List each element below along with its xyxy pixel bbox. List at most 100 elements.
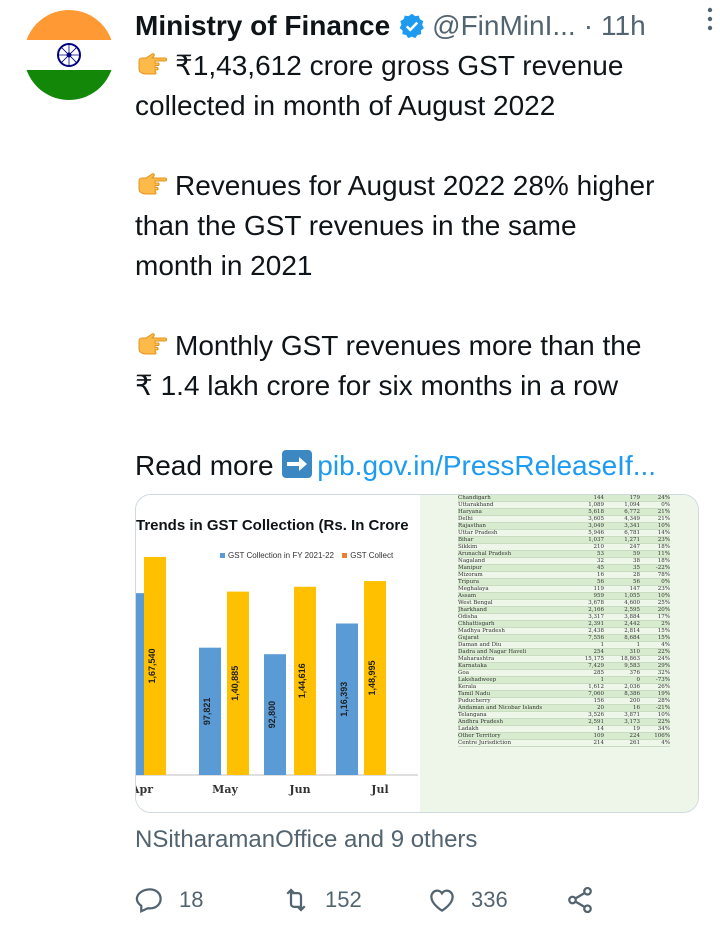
avatar[interactable] <box>24 10 114 100</box>
table-cell-value: 1,271 <box>624 537 640 543</box>
table-cell-value: 16 <box>633 705 640 711</box>
table-cell-value: 156 <box>593 698 605 704</box>
table-cell-value: 78% <box>657 572 670 578</box>
table-cell-value: 3,884 <box>624 614 640 620</box>
table-cell-value: 17% <box>657 614 670 620</box>
table-row: Assam 959 1,055 10% <box>458 593 670 600</box>
category-label: May <box>212 783 238 796</box>
table-cell-state: Odisha <box>458 614 478 620</box>
table-cell-state: Centre Jurisdiction <box>458 740 511 746</box>
retweet-button[interactable]: 152 <box>281 878 362 922</box>
table-row: Odisha 3,317 3,884 17% <box>458 614 670 621</box>
table-cell-value: 4,349 <box>624 516 640 522</box>
table-cell-value: 3,341 <box>624 523 640 529</box>
table-cell-value: 6,772 <box>624 509 640 515</box>
table-cell-value: 7,429 <box>588 663 604 669</box>
reply-button[interactable]: 18 <box>135 878 203 922</box>
bar-fy2122-jul <box>336 623 358 775</box>
table-cell-value: 32% <box>657 670 670 676</box>
share-button[interactable] <box>565 878 595 922</box>
table-cell-state: Andaman and Nicobar Islands <box>458 705 543 711</box>
table-cell-value: 9,583 <box>624 663 640 669</box>
table-cell-value: 2,166 <box>588 607 604 613</box>
table-cell-value: 56 <box>597 579 604 585</box>
media-attachment[interactable]: Trends in GST Collection (Rs. In Crore G… <box>135 494 699 813</box>
tweet-text: ₹1,43,612 crore gross GST revenue collec… <box>135 46 705 486</box>
table-row: Puducherry 156 200 28% <box>458 698 670 705</box>
table-cell-value: 26% <box>657 684 670 690</box>
table-cell-value: 119 <box>593 586 605 592</box>
tweet-line: collected in month of August 2022 <box>135 90 556 121</box>
table-cell-value: 3,871 <box>624 712 640 718</box>
liked-by-text[interactable]: NSitharamanOffice and 9 others <box>135 826 478 853</box>
read-more-label: Read more <box>135 450 274 481</box>
media-image-table[interactable]: Chandigarh 144 179 24% Uttarakhand 1,089 1,094… <box>420 495 698 812</box>
bar-data-label: 1,48,995 <box>367 661 377 696</box>
author-name[interactable]: Ministry of Finance <box>135 10 391 41</box>
table-cell-value: 23% <box>657 586 670 592</box>
table-row: Sikkim 210 247 18% <box>458 544 670 551</box>
table-cell-value: 2,442 <box>624 621 640 627</box>
reply-count: 18 <box>179 887 204 912</box>
table-cell-value: 224 <box>629 733 641 739</box>
table-cell-state: West Bengal <box>458 600 493 606</box>
like-button[interactable]: 336 <box>427 878 508 922</box>
bar-fy2223-may <box>227 591 249 775</box>
table-cell-state: Andhra Pradesh <box>458 719 503 725</box>
media-image-chart[interactable]: Trends in GST Collection (Rs. In Crore G… <box>136 495 418 812</box>
table-cell-value: 6,781 <box>624 530 640 536</box>
tweet-actions: 18 152 336 <box>135 878 695 922</box>
table-cell-value: -73% <box>655 677 670 683</box>
table-cell-state: Maharashtra <box>458 656 495 662</box>
table-cell-value: 14% <box>657 530 670 536</box>
table-cell-value: 144 <box>593 495 605 501</box>
table-cell-state: Rajasthan <box>458 523 486 529</box>
bar-fy2223-jun <box>294 586 316 775</box>
table-row: Other Territory 109 224 106% <box>458 733 670 740</box>
table-cell-value: 3,317 <box>588 614 604 620</box>
tweet-line: ₹ 1.4 lakh crore for six months in a row <box>135 370 619 401</box>
table-cell-value: 25% <box>657 600 670 606</box>
bar-data-label: 97,821 <box>202 698 212 726</box>
table-cell-value: 23% <box>657 537 670 543</box>
table-cell-state: Goa <box>458 670 469 676</box>
table-cell-value: 20 <box>597 705 604 711</box>
table-cell-value: 254 <box>593 649 605 655</box>
table-cell-value: 247 <box>629 544 641 550</box>
table-cell-value: 15% <box>657 628 670 634</box>
table-row: Centre Jurisdiction 214 261 4% <box>458 740 670 747</box>
table-cell-value: 1,094 <box>624 502 640 508</box>
table-row: Chhattisgarh 2,391 2,442 2% <box>458 621 670 628</box>
table-cell-value: 200 <box>629 698 641 704</box>
table-cell-value: 106% <box>654 733 670 739</box>
state-gst-table: Chandigarh 144 179 24% Uttarakhand 1,089 1,094… <box>458 495 670 747</box>
table-cell-value: 0% <box>661 579 670 585</box>
table-cell-state: Arunachal Pradesh <box>458 551 512 557</box>
table-cell-value: 3,605 <box>588 516 604 522</box>
table-cell-value: 22% <box>657 649 670 655</box>
table-row: Karnataka 7,429 9,583 29% <box>458 663 670 670</box>
timestamp[interactable]: 11h <box>601 10 646 41</box>
table-cell-value: 2,036 <box>624 684 640 690</box>
table-cell-state: Tripura <box>458 579 480 585</box>
bar-data-label: 92,800 <box>267 701 277 729</box>
table-cell-value: 0% <box>661 502 670 508</box>
table-row: Daman and Diu 1 1 4% <box>458 642 670 649</box>
table-cell-value: 2,595 <box>624 607 640 613</box>
table-cell-state: Uttarakhand <box>458 502 494 508</box>
author-handle[interactable]: @FinMinI... <box>432 10 576 41</box>
more-options-icon[interactable] <box>706 6 714 32</box>
legend-swatch-2 <box>342 553 348 558</box>
table-cell-state: Bihar <box>458 537 474 543</box>
chart-legend: GST Collection in FY 2021-22 GST Collect <box>220 551 393 560</box>
share-icon <box>568 886 592 914</box>
table-cell-value: 3,678 <box>588 600 604 606</box>
press-release-link[interactable]: pib.gov.in/PressReleaseIf... <box>317 450 657 481</box>
table-cell-state: Telangana <box>458 712 487 718</box>
retweet-count: 152 <box>325 887 362 912</box>
table-cell-value: 959 <box>593 593 605 599</box>
table-cell-value: 1,055 <box>624 593 640 599</box>
table-row: Bihar 1,037 1,271 23% <box>458 537 670 544</box>
table-row: Telangana 3,526 3,871 10% <box>458 712 670 719</box>
table-cell-value: 3,526 <box>588 712 604 718</box>
